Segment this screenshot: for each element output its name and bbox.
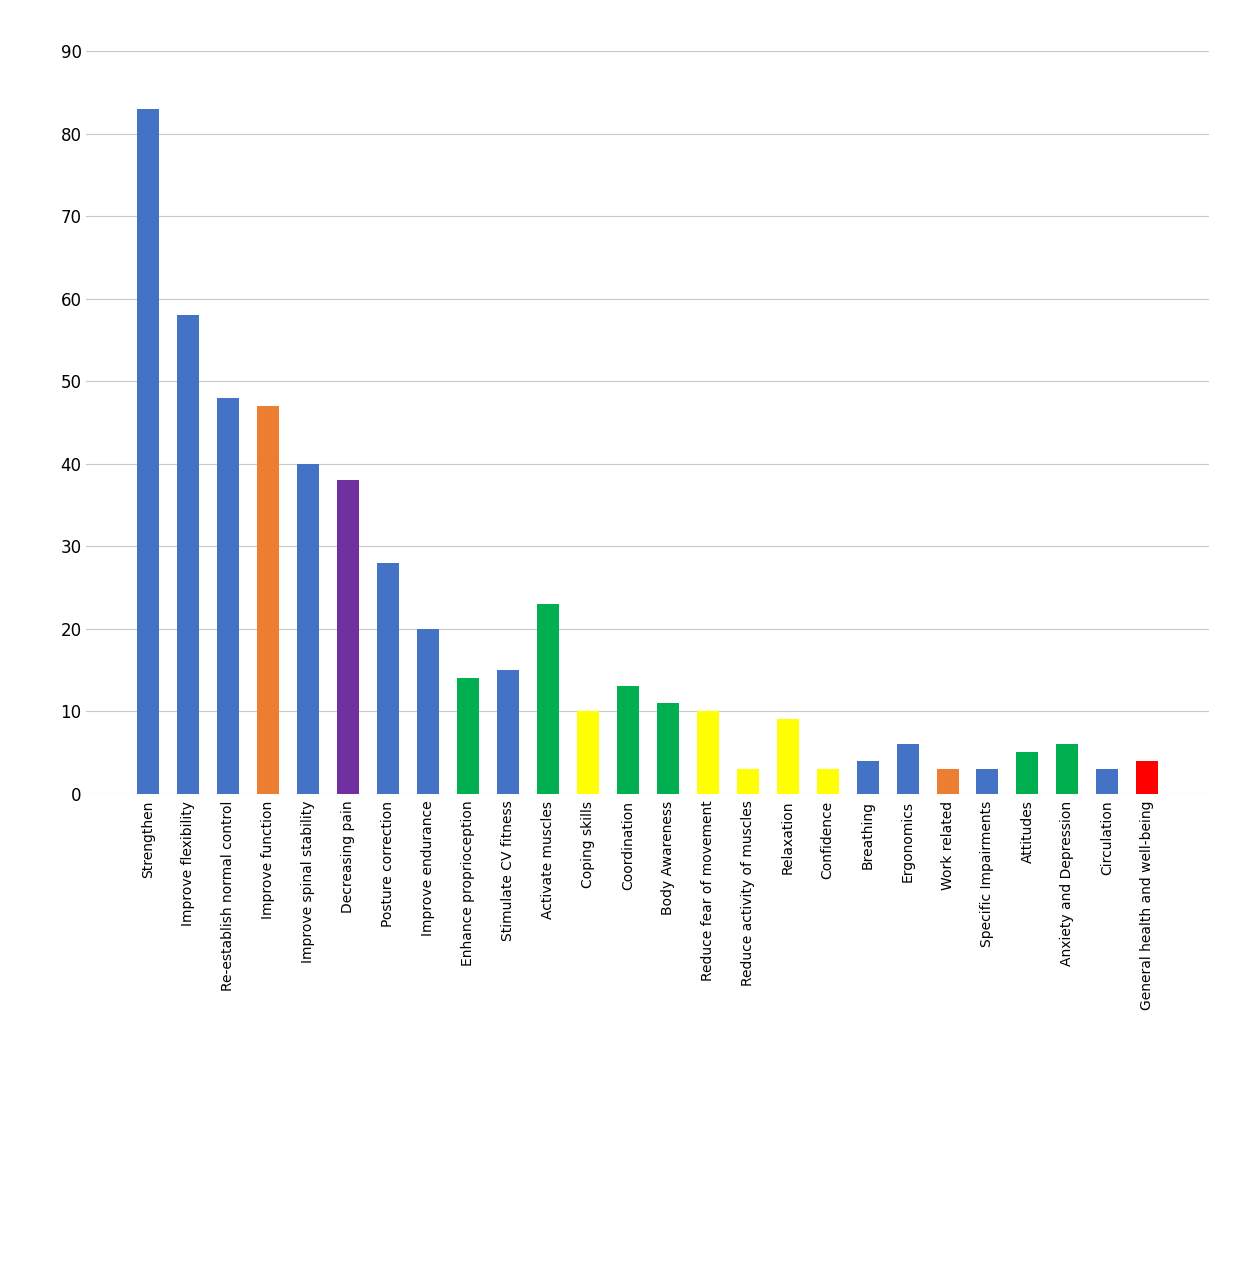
Bar bbox=[656, 703, 679, 794]
Bar bbox=[217, 398, 239, 794]
Bar bbox=[337, 480, 359, 794]
Bar bbox=[817, 769, 839, 794]
Bar bbox=[378, 563, 399, 794]
Bar bbox=[137, 109, 159, 794]
Bar bbox=[417, 628, 439, 794]
Bar bbox=[1017, 753, 1039, 794]
Bar bbox=[776, 719, 798, 794]
Bar bbox=[297, 463, 320, 794]
Bar bbox=[1137, 760, 1159, 794]
Bar bbox=[1056, 744, 1079, 794]
Bar bbox=[457, 678, 479, 794]
Bar bbox=[856, 760, 879, 794]
Bar bbox=[937, 769, 959, 794]
Bar bbox=[497, 669, 520, 794]
Bar bbox=[578, 712, 598, 794]
Bar bbox=[976, 769, 998, 794]
Bar bbox=[257, 406, 279, 794]
Bar bbox=[617, 686, 639, 794]
Bar bbox=[178, 315, 200, 794]
Bar bbox=[1096, 769, 1118, 794]
Bar bbox=[737, 769, 759, 794]
Bar bbox=[697, 712, 718, 794]
Bar bbox=[897, 744, 918, 794]
Bar bbox=[537, 604, 559, 794]
